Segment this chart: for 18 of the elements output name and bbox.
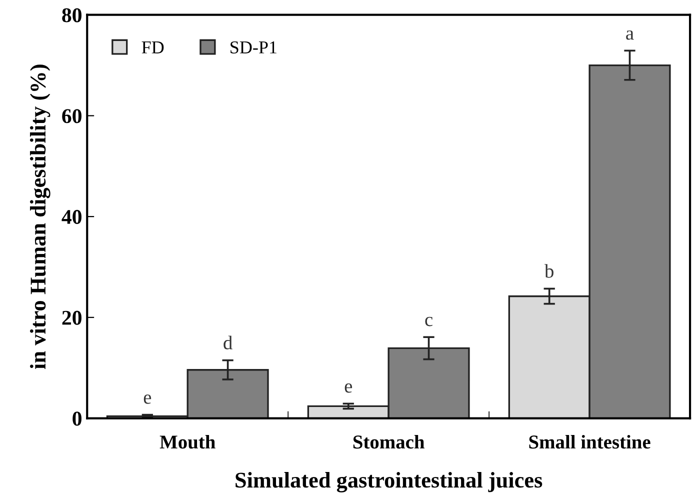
data-label: a bbox=[626, 30, 634, 40]
data-label: c bbox=[425, 316, 432, 326]
data-label: d bbox=[224, 336, 232, 350]
y-tick-label: 0 bbox=[72, 412, 82, 426]
y-tick-label: 20 bbox=[62, 310, 82, 325]
legend-label: FD bbox=[142, 41, 164, 54]
data-label: e bbox=[344, 383, 352, 393]
x-tick-label: Stomach bbox=[353, 434, 424, 449]
data-label: e bbox=[144, 394, 152, 404]
data-label: b bbox=[544, 264, 554, 278]
x-axis-title: Simulated gastrointestinal juices bbox=[236, 472, 542, 492]
x-tick-label: Small intestine bbox=[529, 434, 650, 449]
y-tick-label: 60 bbox=[62, 109, 82, 124]
legend-label: SD-P1 bbox=[230, 41, 276, 54]
y-axis-title: in vitro Human digestibility (%) bbox=[30, 64, 50, 369]
x-tick-label: Mouth bbox=[160, 434, 216, 449]
y-tick-label: 40 bbox=[62, 210, 82, 224]
y-tick-label: 80 bbox=[62, 8, 82, 22]
